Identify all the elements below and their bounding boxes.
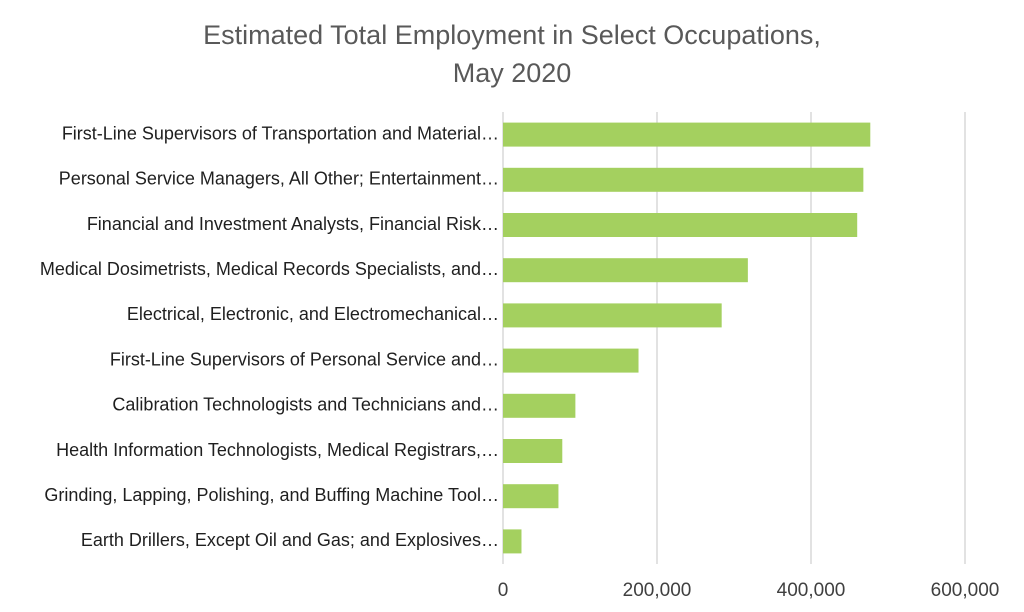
x-tick-label-3: 600,000 [931,580,1000,601]
chart-title: Estimated Total Employment in Select Occ… [203,20,821,88]
category-label-3: Medical Dosimetrists, Medical Records Sp… [40,259,499,279]
x-tick-label-2: 400,000 [777,580,846,601]
bar-1 [503,167,864,192]
x-tick-label-0: 0 [498,580,509,601]
x-tick-label-1: 200,000 [623,580,692,601]
bars [503,122,871,554]
bar-9 [503,529,522,554]
bar-3 [503,258,748,283]
chart-title-line-1: Estimated Total Employment in Select Occ… [203,20,821,50]
bar-6 [503,393,576,418]
bar-8 [503,484,559,509]
category-label-5: First-Line Supervisors of Personal Servi… [110,349,499,369]
category-label-9: Earth Drillers, Except Oil and Gas; and … [81,530,499,550]
category-label-7: Health Information Technologists, Medica… [56,440,499,460]
bar-4 [503,303,722,328]
bar-2 [503,213,858,237]
category-labels: First-Line Supervisors of Transportation… [40,123,499,550]
bar-0 [503,122,871,147]
bar-5 [503,348,639,373]
category-label-8: Grinding, Lapping, Polishing, and Buffin… [44,485,499,505]
category-label-0: First-Line Supervisors of Transportation… [62,123,499,143]
chart-title-line-2: May 2020 [453,58,572,88]
bar-7 [503,439,563,463]
category-label-6: Calibration Technologists and Technician… [112,395,499,415]
category-label-2: Financial and Investment Analysts, Finan… [87,214,499,234]
category-label-4: Electrical, Electronic, and Electromecha… [127,304,499,324]
x-axis-tick-labels: 0 200,000 400,000 600,000 [498,580,1000,601]
category-label-1: Personal Service Managers, All Other; En… [59,169,499,189]
